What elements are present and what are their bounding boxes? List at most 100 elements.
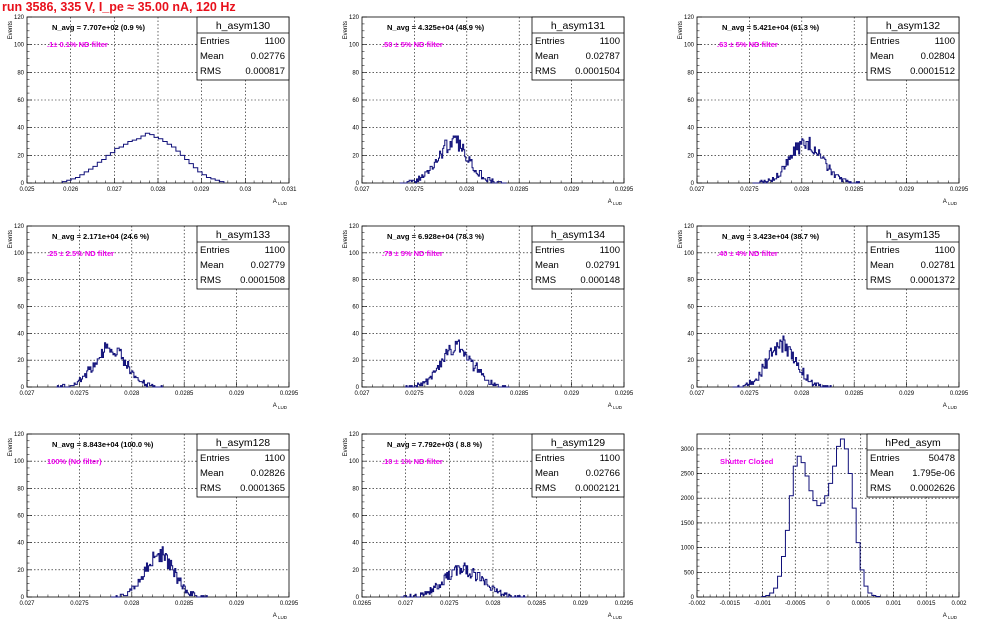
y-tick-label: 2500 (681, 472, 695, 478)
y-tick-label: 40 (17, 541, 24, 547)
histogram-bin (471, 577, 472, 597)
histogram-bin (800, 372, 801, 387)
x-tick-label: 0.0275 (740, 391, 759, 397)
histogram-bins (752, 136, 860, 184)
x-tick-label: 0.0285 (527, 601, 546, 607)
histogram-bin (468, 162, 469, 183)
histogram-bin (118, 348, 119, 387)
stats-mean-value: 0.02826 (251, 468, 285, 479)
histogram-title: h_asym128 (216, 437, 270, 449)
histogram-outline (404, 339, 510, 388)
histogram-bin (185, 593, 186, 597)
histogram-bin (127, 368, 128, 387)
histogram-bin (834, 177, 835, 183)
histogram-bin (180, 155, 184, 183)
y-tick-label: 120 (349, 432, 360, 438)
histogram-bin (868, 593, 872, 597)
y-tick-label: 0 (21, 595, 25, 601)
histogram-bin (822, 158, 823, 183)
stats-rms-label: RMS (870, 483, 891, 494)
histogram-bin (455, 567, 456, 597)
histogram-bin (824, 158, 825, 183)
stats-entries-value: 1100 (600, 36, 620, 47)
stats-mean-label: Mean (200, 468, 224, 479)
histogram-bin (473, 371, 474, 387)
stats-rms-label: RMS (200, 275, 221, 286)
histogram-bin (458, 151, 459, 183)
histogram-bin (495, 592, 496, 597)
histogram-bin (100, 357, 101, 387)
filter-label: .79 ± 5% ND filter (382, 249, 443, 258)
histogram-outline (399, 135, 507, 184)
x-tick-label: 0.0005 (852, 601, 871, 607)
histogram-bin (478, 573, 479, 597)
y-tick-label: 60 (17, 98, 24, 104)
histogram-bin (108, 348, 109, 387)
histogram-bin (161, 562, 162, 597)
histogram-bin (98, 359, 99, 387)
stats-rms-value: 0.0001504 (575, 66, 620, 77)
histogram-bin (450, 579, 451, 597)
histogram-bin (781, 556, 785, 597)
histogram-bin (182, 589, 183, 597)
histogram-bin (470, 161, 471, 183)
stats-rms-value: 0.000817 (245, 66, 285, 77)
histogram-bin (778, 347, 779, 387)
histogram-title: hPed_asym (885, 437, 941, 449)
histogram-bin (829, 483, 833, 597)
histogram-bin (461, 148, 462, 183)
histogram-bin (137, 586, 138, 597)
y-tick-label: 80 (17, 70, 24, 76)
histogram-bin (128, 142, 132, 184)
histogram-bin (433, 592, 434, 597)
histogram-bin (460, 574, 461, 597)
histogram-bin (115, 148, 119, 183)
histogram-bin (454, 351, 455, 387)
histogram-bin (115, 356, 116, 387)
histogram-bin (150, 135, 154, 183)
histogram-bin (811, 151, 812, 183)
y-tick-label: 20 (687, 358, 694, 364)
y-tick-label: 100 (14, 251, 25, 257)
x-tick-label: -0.0005 (785, 601, 806, 607)
histogram-bin (815, 153, 816, 183)
histogram-bin (828, 169, 829, 183)
stats-rms-label: RMS (870, 275, 891, 286)
x-axis-label: A LUD (273, 403, 288, 410)
histogram-bin (462, 151, 463, 183)
histogram-bin (139, 382, 140, 387)
histogram-bin (155, 556, 156, 597)
histogram-outline (761, 438, 881, 598)
histogram-bin (481, 179, 482, 183)
histogram-bin (809, 382, 810, 387)
x-tick-label: 0.028 (794, 187, 810, 193)
stats-entries-value: 1100 (600, 245, 620, 256)
x-tick-label: 0.028 (485, 601, 501, 607)
y-axis-label: Events (678, 21, 684, 39)
histogram-bin (447, 153, 448, 183)
histogram-bin (80, 175, 84, 183)
histogram-bin (431, 379, 432, 387)
stats-entries-value: 1100 (935, 36, 955, 47)
stats-mean-value: 0.02804 (921, 51, 955, 62)
stats-entries-value: 1100 (265, 245, 285, 256)
filter-label: .50 ± 5% ND filter (382, 40, 443, 49)
histogram-bin (799, 154, 800, 183)
histogram-bin (432, 169, 433, 183)
histogram-bin (134, 589, 135, 597)
histogram-panel-8: 0 20 40 60 80 100 120 0.0265 0.027 0.0275 0.028 0.0… (343, 432, 634, 620)
stats-box: h_asym128 Entries 1100 Mean 0.02826 RMS 0.0001… (196, 433, 290, 498)
histogram-bin (433, 371, 434, 387)
histogram-bin (776, 179, 777, 183)
y-tick-label: 100 (349, 43, 360, 49)
histogram-bin (163, 142, 167, 184)
histogram-bin (97, 162, 101, 183)
histogram-bin (461, 349, 462, 387)
stats-rms-value: 0.000148 (580, 275, 620, 286)
histogram-bins (732, 335, 832, 388)
navg-label: N_avg = 8.843e+04 (100.0 %) (52, 440, 154, 449)
stats-entries-label: Entries (200, 453, 230, 464)
histogram-bin (766, 368, 767, 387)
histogram-bin (468, 577, 469, 597)
histogram-bin (821, 158, 822, 183)
